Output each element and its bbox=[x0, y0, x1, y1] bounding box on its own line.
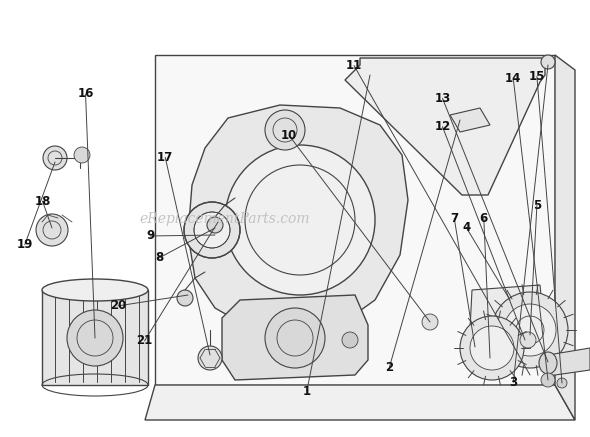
Circle shape bbox=[43, 146, 67, 170]
Text: 1: 1 bbox=[303, 385, 311, 398]
Circle shape bbox=[36, 214, 68, 246]
Circle shape bbox=[476, 346, 504, 374]
Circle shape bbox=[520, 332, 536, 348]
Text: 12: 12 bbox=[434, 120, 451, 133]
Circle shape bbox=[504, 304, 556, 356]
Text: 4: 4 bbox=[462, 221, 470, 234]
Text: 10: 10 bbox=[281, 129, 297, 142]
Text: 15: 15 bbox=[529, 70, 545, 83]
Text: 18: 18 bbox=[34, 194, 51, 208]
Polygon shape bbox=[145, 385, 575, 420]
Circle shape bbox=[265, 110, 305, 150]
Text: 6: 6 bbox=[480, 212, 488, 225]
Text: 8: 8 bbox=[155, 251, 163, 264]
Polygon shape bbox=[222, 295, 368, 380]
Circle shape bbox=[225, 145, 375, 295]
Text: 20: 20 bbox=[110, 299, 126, 312]
Circle shape bbox=[184, 202, 240, 258]
Circle shape bbox=[470, 326, 514, 370]
Circle shape bbox=[198, 346, 222, 370]
Circle shape bbox=[67, 310, 123, 366]
Polygon shape bbox=[42, 290, 148, 385]
Circle shape bbox=[74, 147, 90, 163]
Text: 13: 13 bbox=[434, 92, 451, 105]
Circle shape bbox=[541, 373, 555, 387]
Polygon shape bbox=[450, 108, 490, 132]
Circle shape bbox=[177, 290, 193, 306]
Polygon shape bbox=[555, 55, 575, 420]
Text: 19: 19 bbox=[17, 238, 33, 251]
Polygon shape bbox=[155, 55, 555, 385]
Text: 9: 9 bbox=[146, 229, 155, 243]
Circle shape bbox=[492, 292, 568, 368]
Text: 11: 11 bbox=[346, 59, 362, 72]
Circle shape bbox=[557, 378, 567, 388]
Ellipse shape bbox=[42, 279, 148, 301]
Circle shape bbox=[541, 55, 555, 69]
Text: 16: 16 bbox=[77, 87, 94, 101]
Polygon shape bbox=[548, 348, 590, 376]
Circle shape bbox=[460, 316, 524, 380]
Text: 2: 2 bbox=[385, 361, 394, 374]
Text: eReplacementParts.com: eReplacementParts.com bbox=[139, 212, 309, 225]
Ellipse shape bbox=[539, 352, 557, 374]
Circle shape bbox=[194, 212, 230, 248]
Text: 14: 14 bbox=[505, 72, 522, 85]
Text: 21: 21 bbox=[136, 334, 153, 347]
Circle shape bbox=[422, 314, 438, 330]
Text: 5: 5 bbox=[533, 199, 541, 212]
Text: 7: 7 bbox=[450, 212, 458, 225]
Text: 17: 17 bbox=[157, 151, 173, 164]
Polygon shape bbox=[345, 58, 545, 195]
Circle shape bbox=[265, 308, 325, 368]
Circle shape bbox=[207, 217, 223, 233]
Polygon shape bbox=[468, 285, 548, 368]
Polygon shape bbox=[188, 105, 408, 335]
Circle shape bbox=[342, 332, 358, 348]
Text: 3: 3 bbox=[509, 376, 517, 389]
Circle shape bbox=[464, 341, 476, 353]
